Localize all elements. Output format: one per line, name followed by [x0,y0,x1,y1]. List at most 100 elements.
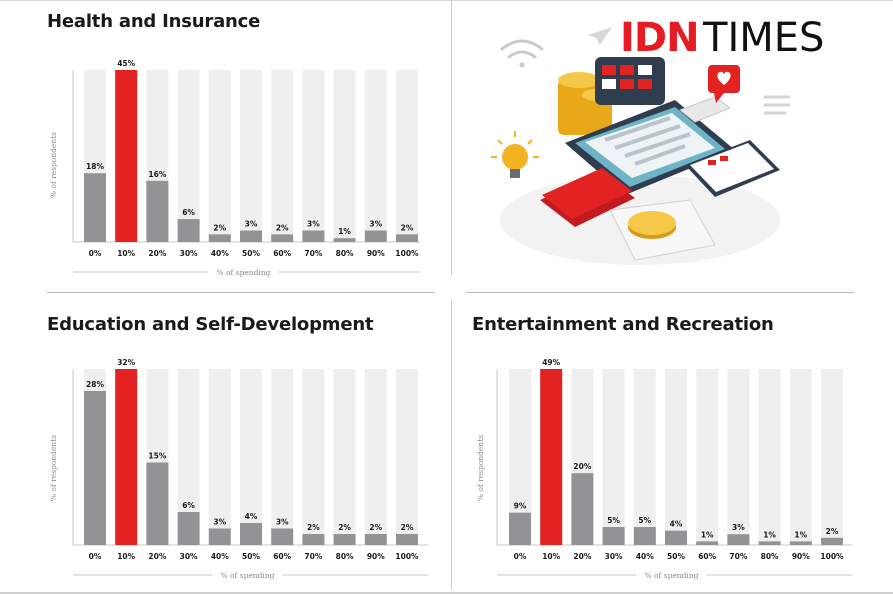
bar-value-label: 2% [401,523,414,532]
bar [146,462,169,545]
bar-track [509,369,531,545]
bar-track [696,369,719,545]
paper-plane-icon [588,27,612,45]
bar [333,534,356,545]
bar-value-label: 9% [514,502,527,511]
bar-track [240,369,262,545]
horizontal-divider-left [47,292,435,293]
bar-value-label: 2% [307,523,320,532]
x-tick-label: 40% [211,552,229,561]
y-axis-title: % of respondents [476,435,485,501]
bar-value-label: 4% [670,520,683,529]
bar-value-label: 3% [276,518,289,527]
bar-value-label: 1% [794,530,807,539]
bar [177,219,200,242]
bar [84,173,106,242]
bar-track [302,70,325,242]
bar-track [396,369,418,545]
logo-part-1: IDN [620,15,700,61]
x-tick-label: 20% [148,249,166,258]
x-tick-label: 80% [336,552,354,561]
bar [302,534,325,545]
x-tick-label: 70% [304,249,322,258]
bar-value-label: 3% [307,220,320,229]
bar [84,391,106,545]
finance-illustration [491,27,790,265]
bar-value-label: 2% [369,523,382,532]
x-axis-title: % of spending [221,571,275,580]
x-tick-label: 100% [395,249,419,258]
y-axis-title: % of respondents [49,435,58,501]
x-tick-label: 80% [761,552,779,561]
chart-health: 18% 0% 45% 10% 16% 20% 6% 30% 2% 40% 3% 50% 2% 60% 3% 7… [0,0,450,290]
x-tick-label: 0% [89,249,102,258]
bar-track [602,369,625,545]
bar-track [727,369,750,545]
vertical-divider-bottom [451,300,452,590]
chart-title-health: Health and Insurance [47,11,261,32]
bar-value-label: 2% [338,523,351,532]
bar-track [271,369,294,545]
list-lines-icon [763,95,790,115]
bar-highlighted [115,70,138,242]
bar [208,234,231,242]
bar-value-label: 3% [213,518,226,527]
vertical-divider-top [451,0,452,275]
bar-track [177,369,200,545]
bar-value-label: 18% [86,162,104,171]
x-tick-label: 50% [242,552,260,561]
bar [789,541,812,545]
bar-track [333,369,356,545]
bottom-border [0,592,893,594]
bar-value-label: 3% [732,523,745,532]
x-tick-label: 20% [148,552,166,561]
clipboard-icon [565,100,735,195]
bar [602,527,625,545]
x-tick-label: 40% [636,552,654,561]
bar [727,534,750,545]
bar-value-label: 28% [86,380,104,389]
x-tick-label: 10% [117,552,135,561]
bar-value-label: 49% [542,358,560,367]
x-tick-label: 90% [792,552,810,561]
bar-track [364,70,387,242]
x-axis-title: % of spending [217,268,271,277]
bar-track [633,369,656,545]
bar [396,534,418,545]
bar-track [396,70,418,242]
x-tick-label: 100% [395,552,419,561]
bar [177,512,200,545]
bar [302,230,325,242]
bar-highlighted [115,369,138,545]
lightbulb-icon [491,131,539,178]
x-tick-label: 40% [211,249,229,258]
bar-track [364,369,387,545]
bar-value-label: 2% [826,527,839,536]
bar-track [177,70,200,242]
x-tick-label: 30% [605,552,623,561]
red-folder-icon [540,168,635,227]
chart-title-entertainment: Entertainment and Recreation [472,314,774,335]
bar-value-label: 6% [182,501,195,510]
bar [665,530,687,545]
bar [240,523,262,545]
x-tick-label: 60% [273,249,291,258]
bar-track [789,369,812,545]
bar [333,238,356,242]
bar-value-label: 2% [213,223,226,232]
logo: IDN TIMES [620,15,824,61]
bar [146,180,169,242]
wifi-icon [500,39,544,68]
y-axis-title: % of respondents [49,132,58,198]
chart-svg: 18% 0% 45% 10% 16% 20% 6% 30% 2% 40% 3% 50% 2% 60% 3% 7… [49,59,420,277]
bar-value-label: 5% [638,516,651,525]
bar [821,537,843,545]
x-tick-label: 10% [542,552,560,561]
bar [271,528,294,545]
bar [633,527,656,545]
bar [696,541,719,545]
bar-track [240,70,262,242]
bar [509,512,531,545]
x-tick-label: 70% [729,552,747,561]
